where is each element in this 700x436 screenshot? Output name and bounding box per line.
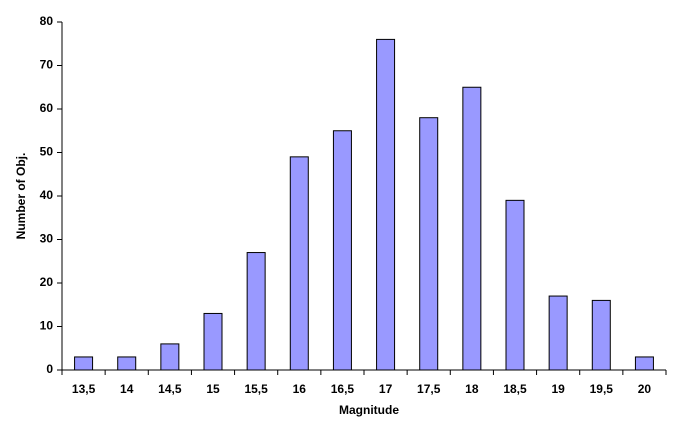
- x-tick-label: 15: [206, 382, 220, 396]
- x-tick-label: 14: [120, 382, 134, 396]
- bar: [203, 312, 223, 371]
- y-tick-label: 80: [40, 14, 54, 28]
- bar: [246, 252, 266, 371]
- x-tick-label: 18,5: [503, 382, 527, 396]
- bar: [505, 199, 525, 371]
- x-tick-label: 15,5: [244, 382, 268, 396]
- bar: [591, 299, 611, 371]
- y-tick-label: 60: [40, 101, 54, 115]
- y-tick-label: 20: [40, 275, 54, 289]
- bar: [74, 356, 94, 371]
- x-tick-label: 18: [465, 382, 479, 396]
- bar: [419, 117, 439, 371]
- x-tick-label: 17: [379, 382, 393, 396]
- y-tick-label: 50: [40, 145, 54, 159]
- x-tick-label: 19,5: [590, 382, 614, 396]
- bar: [634, 356, 654, 371]
- bar: [117, 356, 137, 371]
- y-tick-label: 30: [40, 232, 54, 246]
- x-tick-label: 16,5: [331, 382, 355, 396]
- bar: [462, 86, 482, 371]
- x-tick-label: 20: [638, 382, 652, 396]
- x-tick-label: 13,5: [72, 382, 96, 396]
- y-axis-label: Number of Obj.: [14, 153, 28, 240]
- bar: [548, 295, 568, 371]
- x-tick-label: 16: [293, 382, 307, 396]
- bar: [289, 156, 309, 371]
- y-tick-label: 70: [40, 58, 54, 72]
- x-tick-label: 14,5: [158, 382, 182, 396]
- bar: [376, 38, 396, 371]
- x-tick-label: 19: [551, 382, 565, 396]
- bar: [332, 130, 352, 371]
- y-tick-label: 10: [40, 319, 54, 333]
- y-tick-label: 40: [40, 188, 54, 202]
- x-tick-label: 17,5: [417, 382, 441, 396]
- y-tick-label: 0: [46, 362, 53, 376]
- bar: [160, 343, 180, 371]
- x-axis-label: Magnitude: [339, 403, 399, 417]
